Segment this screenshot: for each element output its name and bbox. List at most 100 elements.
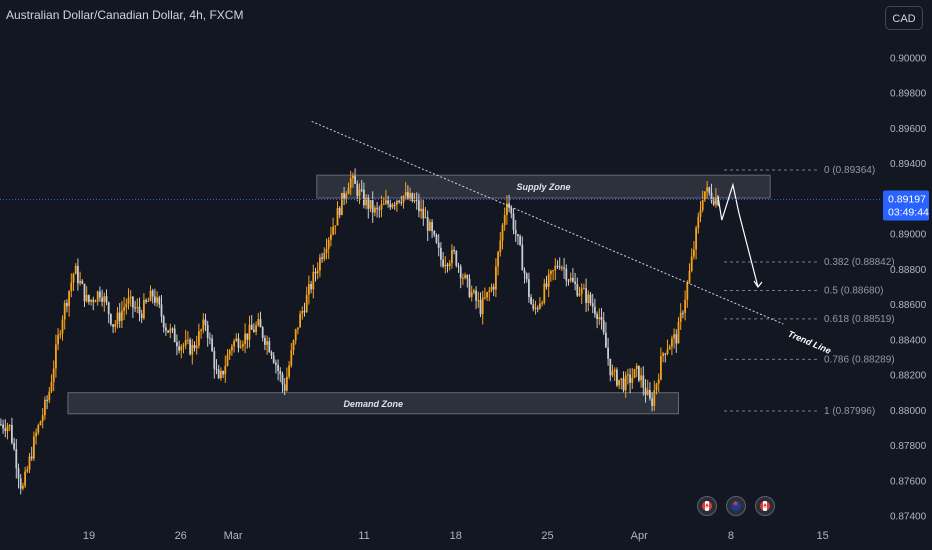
fib-level-label: 0.5 (0.88680) [824, 286, 884, 297]
candle [446, 264, 449, 266]
candle [277, 364, 279, 371]
candle [492, 286, 495, 290]
candle [301, 311, 304, 314]
candle [389, 203, 392, 208]
candle [138, 306, 141, 314]
candle [605, 332, 607, 348]
candle [679, 312, 682, 323]
candle [539, 303, 541, 309]
candle [96, 291, 99, 302]
price-axis[interactable]: 0.90000 0.89800 0.89600 0.89400 0.89000 0.888… [883, 54, 929, 523]
candle [552, 270, 554, 272]
candle [532, 304, 535, 309]
candle [41, 415, 44, 422]
candle [352, 175, 354, 179]
candle [495, 266, 497, 290]
candle [33, 436, 35, 459]
candle [59, 333, 62, 335]
fib-level-label: 0.618 (0.88519) [824, 314, 895, 325]
candle [283, 384, 286, 391]
candle [710, 192, 713, 201]
price-tick-label: 0.87800 [890, 441, 927, 452]
candle [528, 279, 530, 297]
candle [378, 208, 381, 210]
candle [160, 304, 163, 317]
candle [631, 377, 634, 383]
candle [136, 306, 139, 308]
candle [72, 274, 75, 283]
canada-flag-icon[interactable] [755, 496, 775, 516]
candle [638, 365, 640, 381]
candle [376, 207, 378, 209]
candle [250, 324, 253, 330]
candle [391, 204, 394, 208]
candle [105, 296, 108, 303]
candle [693, 249, 695, 257]
candle [204, 319, 207, 326]
candle [8, 424, 11, 426]
candle [44, 399, 46, 416]
fib-level-label: 0.382 (0.88842) [824, 257, 895, 268]
candle [37, 425, 40, 433]
time-axis[interactable]: 19 26 Mar 11 18 25 Apr 8 15 [83, 530, 829, 542]
candle [708, 187, 711, 193]
candle [189, 339, 191, 355]
candle [327, 239, 330, 249]
candle [506, 203, 508, 215]
canada-flag-icon[interactable] [697, 496, 717, 516]
time-tick-label: Apr [631, 530, 648, 542]
candle [611, 371, 614, 376]
candle [305, 294, 308, 313]
candle [530, 296, 532, 305]
candle [429, 221, 431, 231]
candle [246, 333, 249, 340]
candle [145, 300, 147, 302]
candle [354, 175, 356, 184]
candle [48, 391, 51, 401]
candle [561, 267, 563, 269]
candle [312, 271, 315, 290]
candle [374, 207, 376, 213]
candle [569, 278, 572, 281]
candle [464, 275, 466, 278]
candle [640, 375, 642, 381]
candle [402, 195, 405, 203]
supply-zone-label: Supply Zone [517, 182, 571, 192]
candle [325, 248, 328, 253]
candle [675, 334, 678, 344]
candle [92, 299, 95, 302]
candle [123, 307, 125, 311]
price-tick-label: 0.89800 [890, 89, 927, 100]
candle [63, 302, 66, 320]
currency-button[interactable]: CAD [885, 6, 923, 30]
candle [572, 278, 574, 282]
candle [541, 302, 543, 304]
candle [415, 199, 418, 201]
candle [290, 350, 293, 366]
australia-flag-icon[interactable] [726, 496, 746, 516]
chart-title: Australian Dollar/Canadian Dollar, 4h, F… [6, 8, 244, 22]
candle [704, 191, 706, 201]
candle [66, 302, 68, 307]
candle [17, 468, 20, 479]
candle [407, 191, 409, 199]
candle [715, 198, 717, 205]
candle [215, 368, 218, 370]
candle [193, 345, 196, 349]
zones-layer: Supply Zone Demand Zone [67, 174, 771, 415]
time-tick-label: 15 [816, 530, 828, 542]
candle [484, 297, 486, 299]
candle [369, 200, 372, 209]
candle [629, 374, 631, 383]
candle [543, 283, 546, 303]
price-tick-label: 0.87400 [890, 512, 927, 523]
candle [35, 432, 37, 437]
price-tick-label: 0.88200 [890, 371, 927, 382]
candle [536, 307, 539, 309]
candle [195, 345, 198, 349]
candle [488, 290, 491, 293]
candle [556, 265, 559, 267]
candle [213, 351, 216, 369]
candle [473, 290, 475, 293]
